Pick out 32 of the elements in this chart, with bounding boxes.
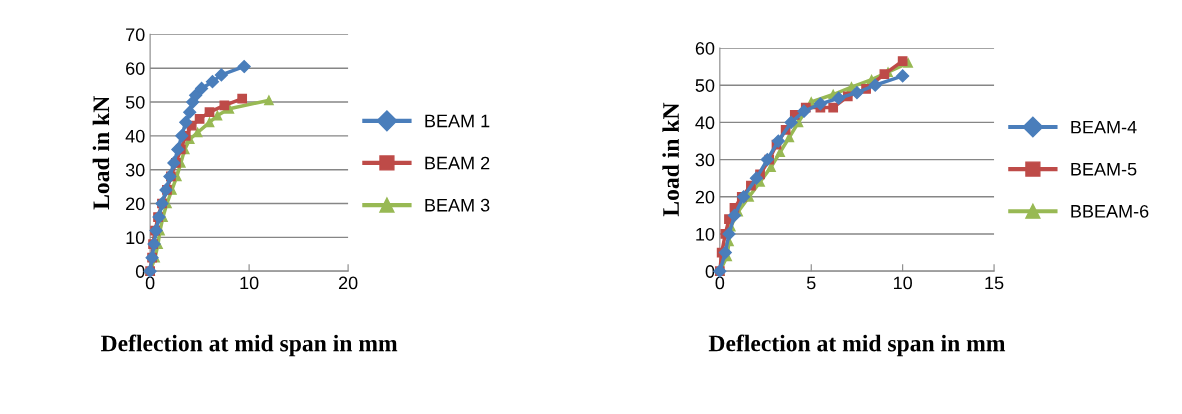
x-tick-label: 20: [338, 276, 358, 290]
y-tick-label: 70: [126, 28, 145, 42]
y-tick-label: 10: [126, 231, 145, 245]
y-tick-label: 40: [125, 129, 145, 143]
y-tick-label: 40: [695, 116, 715, 130]
legend-label: BEAM 3: [425, 198, 490, 212]
x-tick-label: 10: [893, 276, 912, 290]
x-tick-label: 0: [145, 276, 155, 290]
y-tick-label: 50: [695, 79, 715, 92]
y-tick-label: 50: [125, 95, 145, 109]
legend-label: BEAM 2: [425, 156, 490, 170]
x-tick-label: 0: [715, 276, 725, 290]
legend-label: BEAM-5: [1071, 163, 1137, 176]
x-axis-title: Deflection at mid span in mm: [100, 334, 398, 357]
y-axis-title: Load in kN: [662, 102, 679, 217]
legend-label: BEAM 1: [425, 114, 490, 128]
y-tick-label: 0: [135, 265, 145, 278]
y-tick-label: 20: [695, 190, 715, 204]
y-tick-label: 30: [125, 163, 145, 177]
y-tick-label: 30: [695, 153, 715, 167]
x-axis-title: Deflection at mid span in mm: [708, 334, 1006, 357]
y-tick-label: 10: [696, 227, 715, 241]
x-tick-label: 5: [806, 276, 816, 290]
y-tick-label: 20: [126, 197, 145, 211]
y-axis-title: Load in kN: [92, 95, 110, 210]
legend-label: BBEAM-6: [1071, 204, 1149, 218]
x-tick-label: 15: [985, 276, 1004, 290]
y-tick-label: 0: [705, 265, 715, 278]
x-tick-label: 10: [240, 276, 259, 290]
y-tick-label: 60: [695, 41, 715, 55]
y-tick-label: 60: [126, 62, 145, 75]
legend-label: BEAM-4: [1071, 120, 1137, 134]
